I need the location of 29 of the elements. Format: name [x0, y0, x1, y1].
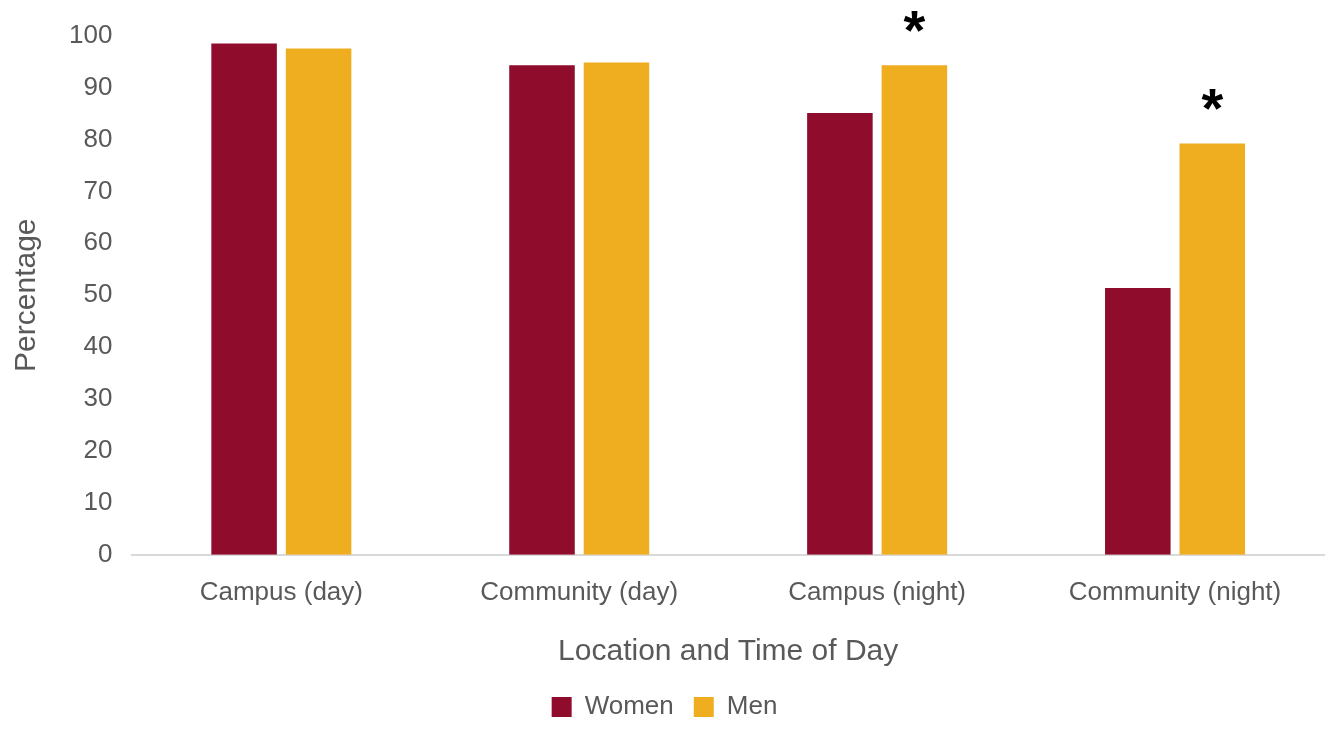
- bar: [583, 62, 650, 555]
- x-axis-title: Location and Time of Day: [558, 633, 899, 667]
- y-tick-label: 70: [83, 174, 113, 205]
- y-tick-label: 0: [97, 537, 113, 568]
- legend-label: Men: [726, 690, 778, 721]
- legend-label: Women: [584, 690, 674, 721]
- annotation: *: [1201, 76, 1224, 140]
- y-tick-label: 50: [83, 278, 113, 309]
- y-tick-label: 60: [83, 226, 113, 257]
- bar: [1105, 287, 1171, 555]
- y-tick-label: 80: [83, 122, 113, 153]
- bar: [1179, 143, 1246, 555]
- annotation: *: [903, 0, 926, 61]
- y-tick-label: 30: [83, 382, 113, 413]
- bar: [211, 43, 277, 555]
- x-tick-label: Campus (night): [788, 575, 967, 606]
- bar: [881, 65, 948, 555]
- bar: [285, 48, 352, 555]
- y-axis-title: Percentage: [8, 218, 42, 372]
- y-tick-label: 40: [83, 330, 113, 361]
- y-tick-label: 10: [83, 486, 113, 517]
- x-tick-label: Campus (day): [199, 575, 363, 606]
- bar: [807, 112, 873, 555]
- y-tick-label: 20: [83, 434, 113, 465]
- y-tick-label: 90: [83, 70, 113, 101]
- y-tick-label: 100: [68, 18, 113, 49]
- x-tick-label: Community (night): [1068, 575, 1282, 606]
- x-tick-label: Community (day): [480, 575, 679, 606]
- bar: [509, 65, 575, 555]
